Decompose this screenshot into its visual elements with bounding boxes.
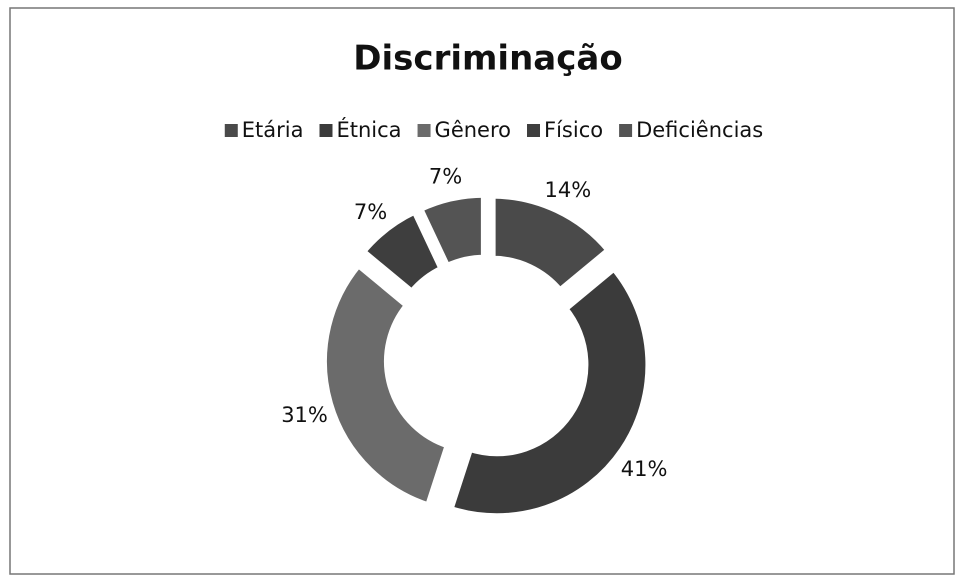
donut-segment (445, 262, 653, 521)
data-label: 31% (281, 403, 328, 427)
donut-segment (320, 259, 453, 511)
donut-segment (488, 191, 615, 296)
chart-title: Discriminação (353, 39, 622, 79)
legend-swatch (417, 124, 431, 137)
legend-label: Gênero (435, 118, 511, 142)
legend-label: Deficiências (636, 118, 763, 142)
legend-swatch (319, 124, 333, 137)
legend-swatch (224, 124, 238, 137)
legend-label: Físico (544, 118, 603, 142)
data-label: 7% (354, 200, 387, 224)
legend-label: Étnica (336, 117, 401, 142)
donut-segment (357, 206, 447, 298)
data-label: 7% (429, 165, 462, 189)
legend-label: Etária (242, 118, 304, 142)
donut-segment (415, 190, 488, 272)
data-label: 41% (621, 457, 668, 481)
legend-swatch (527, 124, 541, 137)
legend-swatch (619, 124, 633, 137)
data-label: 14% (545, 178, 592, 202)
